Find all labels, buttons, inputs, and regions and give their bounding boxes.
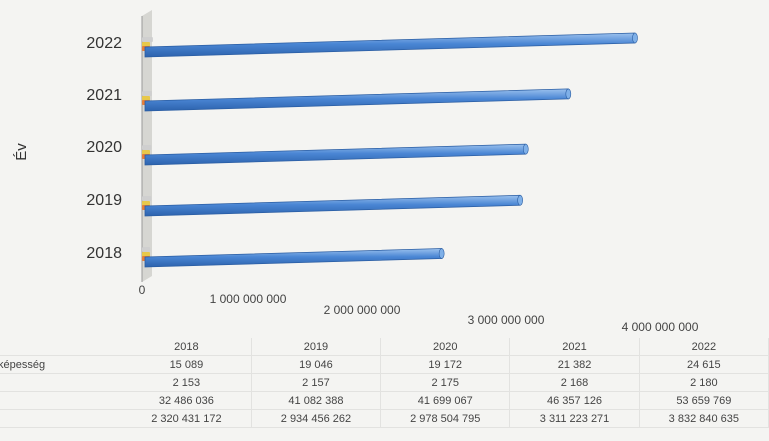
x-tick-label: 1 000 000 000 [210,292,287,306]
table-cell: 32 486 036 [122,391,252,410]
table-cell: 15 089 [122,355,252,374]
table-cell: 19 172 [380,355,511,374]
table-corner-cell [0,338,122,356]
bar-main-2021 [144,88,569,112]
x-tick-label: 4 000 000 000 [622,320,699,334]
bar-series-3-2022 [142,37,153,42]
x-tick-label: 3 000 000 000 [468,313,545,327]
table-row: 2 320 431 172 2 934 456 262 2 978 504 79… [0,409,769,428]
bar-end-cap-2021 [565,88,572,100]
table-row: perőképesség 15 089 19 046 19 172 21 382… [0,355,769,374]
bar-series-2-2020 [142,150,150,155]
bar-end-cap-2022 [632,32,638,44]
category-label-2018: 2018 [86,245,122,262]
category-label-2022: 2022 [86,35,122,52]
bar-series-2-2021 [142,96,150,101]
bar-series-2-2018 [142,252,150,257]
table-cell: 2 157 [251,373,382,392]
table-cell: 2 180 [639,373,769,392]
bar-main-2020 [144,143,527,166]
table-cell: 2 934 456 262 [251,409,382,428]
data-table: 2018 2019 2020 2021 2022 perőképesség 15… [0,338,769,428]
bar-main-2018 [144,248,443,268]
table-cell: 2 153 [122,373,252,392]
table-header-cell: 2022 [639,338,769,356]
x-tick-label: 2 000 000 000 [324,303,401,317]
bar-series-3-2020 [142,145,152,150]
table-header-row: 2018 2019 2020 2021 2022 [0,338,769,356]
bar-end-cap-2018 [438,248,445,259]
table-row: 2 153 2 157 2 175 2 168 2 180 [0,373,769,392]
table-cell: 41 699 067 [380,391,511,410]
table-cell: 2 175 [380,373,511,392]
bar-series-3-2021 [142,91,152,96]
table-cell: 53 659 769 [639,391,769,410]
bar-end-cap-2020 [522,143,529,155]
table-header-cell: 2021 [509,338,640,356]
bar-series-2-2019 [142,201,150,206]
table-cell: 2 978 504 795 [380,409,511,428]
bar-main-2019 [144,194,521,217]
bar-series-3-2018 [142,247,151,252]
table-header-cell: 2020 [380,338,511,356]
table-cell: 41 082 388 [251,391,382,410]
bar-end-cap-2019 [517,194,523,206]
table-cell: 46 357 126 [509,391,640,410]
table-cell: 3 311 223 271 [509,409,640,428]
table-cell: 2 168 [509,373,640,392]
x-tick-label: 0 [139,283,146,297]
category-label-2020: 2020 [86,139,122,156]
table-cell: 3 832 840 635 [639,409,769,428]
table-cell: 2 320 431 172 [122,409,252,428]
bar-series-3-2019 [142,196,152,201]
bar-series-2-2022 [142,42,150,47]
bar-main-2022 [144,32,636,58]
category-label-2019: 2019 [86,192,122,209]
table-row: 32 486 036 41 082 388 41 699 067 46 357 … [0,391,769,410]
table-cell: 21 382 [509,355,640,374]
table-row-label: perőképesség [0,359,46,371]
table-cell: 24 615 [639,355,769,374]
table-header-cell: 2019 [251,338,382,356]
table-cell: 19 046 [251,355,382,374]
y-axis-title: Év [13,143,30,161]
table-header-cell: 2018 [122,338,252,356]
category-label-2021: 2021 [86,87,122,104]
